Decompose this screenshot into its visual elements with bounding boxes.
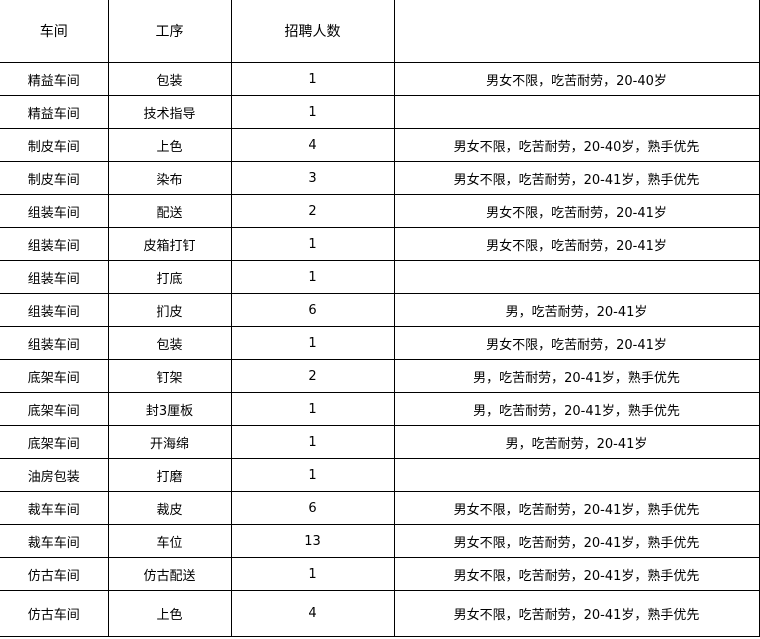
- cell-workshop: 底架车间: [0, 359, 109, 393]
- cell-workshop: 制皮车间: [0, 161, 109, 195]
- cell-workshop: 组装车间: [0, 227, 109, 261]
- cell-headcount: 1: [230, 425, 395, 459]
- cell-process: 上色: [107, 590, 232, 637]
- cell-requirements: [393, 458, 760, 492]
- cell-workshop: 裁车车间: [0, 491, 109, 525]
- cell-requirements: 男女不限，吃苦耐劳，20-41岁，熟手优先: [393, 161, 760, 195]
- cell-headcount: 2: [230, 359, 395, 393]
- table-row: 裁车车间 裁皮 6 男女不限，吃苦耐劳，20-41岁，熟手优先: [0, 491, 760, 525]
- cell-workshop: 裁车车间: [0, 524, 109, 558]
- cell-headcount: 1: [230, 62, 395, 96]
- cell-requirements: 男女不限，吃苦耐劳，20-41岁，熟手优先: [393, 491, 760, 525]
- cell-process: 打底: [107, 260, 232, 294]
- cell-headcount: 1: [230, 458, 395, 492]
- cell-process: 钉架: [107, 359, 232, 393]
- table-row: 组装车间 皮箱打钉 1 男女不限，吃苦耐劳，20-41岁: [0, 227, 760, 261]
- table-row: 组装车间 打底 1: [0, 260, 760, 294]
- table-row: 制皮车间 上色 4 男女不限，吃苦耐劳，20-40岁，熟手优先: [0, 128, 760, 162]
- cell-workshop: 仿古车间: [0, 557, 109, 591]
- table-row: 仿古车间 仿古配送 1 男女不限，吃苦耐劳，20-41岁，熟手优先: [0, 557, 760, 591]
- cell-requirements: [393, 95, 760, 129]
- cell-requirements: [393, 260, 760, 294]
- cell-process: 裁皮: [107, 491, 232, 525]
- cell-headcount: 1: [230, 392, 395, 426]
- cell-requirements: 男，吃苦耐劳，20-41岁，熟手优先: [393, 392, 760, 426]
- cell-workshop: 组装车间: [0, 260, 109, 294]
- cell-workshop: 精益车间: [0, 62, 109, 96]
- cell-headcount: 1: [230, 95, 395, 129]
- cell-headcount: 6: [230, 491, 395, 525]
- cell-process: 开海绵: [107, 425, 232, 459]
- cell-process: 封3厘板: [107, 392, 232, 426]
- cell-requirements: 男，吃苦耐劳，20-41岁: [393, 293, 760, 327]
- table-row: 油房包装 打磨 1: [0, 458, 760, 492]
- table-row: 精益车间 包装 1 男女不限，吃苦耐劳，20-40岁: [0, 62, 760, 96]
- cell-workshop: 底架车间: [0, 425, 109, 459]
- cell-workshop: 组装车间: [0, 194, 109, 228]
- cell-headcount: 4: [230, 590, 395, 637]
- cell-process: 仿古配送: [107, 557, 232, 591]
- table-row: 组装车间 配送 2 男女不限，吃苦耐劳，20-41岁: [0, 194, 760, 228]
- cell-requirements: 男女不限，吃苦耐劳，20-41岁，熟手优先: [393, 524, 760, 558]
- cell-process: 染布: [107, 161, 232, 195]
- cell-requirements: 男女不限，吃苦耐劳，20-41岁: [393, 194, 760, 228]
- cell-workshop: 组装车间: [0, 326, 109, 360]
- cell-workshop: 油房包装: [0, 458, 109, 492]
- header-workshop: 车间: [0, 0, 109, 63]
- cell-process: 上色: [107, 128, 232, 162]
- cell-headcount: 1: [230, 326, 395, 360]
- cell-process: 皮箱打钉: [107, 227, 232, 261]
- table-row: 底架车间 开海绵 1 男，吃苦耐劳，20-41岁: [0, 425, 760, 459]
- cell-headcount: 1: [230, 557, 395, 591]
- table-row: 仿古车间 上色 4 男女不限，吃苦耐劳，20-41岁，熟手优先: [0, 590, 760, 637]
- table-row: 制皮车间 染布 3 男女不限，吃苦耐劳，20-41岁，熟手优先: [0, 161, 760, 195]
- cell-requirements: 男女不限，吃苦耐劳，20-41岁: [393, 227, 760, 261]
- table-row: 底架车间 封3厘板 1 男，吃苦耐劳，20-41岁，熟手优先: [0, 392, 760, 426]
- cell-headcount: 13: [230, 524, 395, 558]
- cell-workshop: 制皮车间: [0, 128, 109, 162]
- cell-workshop: 底架车间: [0, 392, 109, 426]
- cell-requirements: 男女不限，吃苦耐劳，20-41岁: [393, 326, 760, 360]
- cell-headcount: 1: [230, 260, 395, 294]
- cell-requirements: 男，吃苦耐劳，20-41岁: [393, 425, 760, 459]
- header-row: 车间 工序 招聘人数: [0, 0, 760, 63]
- cell-process: 包装: [107, 326, 232, 360]
- cell-requirements: 男女不限，吃苦耐劳，20-40岁，熟手优先: [393, 128, 760, 162]
- table-row: 组装车间 包装 1 男女不限，吃苦耐劳，20-41岁: [0, 326, 760, 360]
- table-row: 精益车间 技术指导 1: [0, 95, 760, 129]
- header-headcount: 招聘人数: [230, 0, 395, 63]
- cell-headcount: 1: [230, 227, 395, 261]
- cell-process: 技术指导: [107, 95, 232, 129]
- cell-workshop: 精益车间: [0, 95, 109, 129]
- cell-requirements: 男，吃苦耐劳，20-41岁，熟手优先: [393, 359, 760, 393]
- header-requirements: [393, 0, 760, 63]
- table-row: 组装车间 扪皮 6 男，吃苦耐劳，20-41岁: [0, 293, 760, 327]
- cell-headcount: 6: [230, 293, 395, 327]
- cell-workshop: 组装车间: [0, 293, 109, 327]
- cell-headcount: 2: [230, 194, 395, 228]
- cell-requirements: 男女不限，吃苦耐劳，20-41岁，熟手优先: [393, 557, 760, 591]
- cell-requirements: 男女不限，吃苦耐劳，20-41岁，熟手优先: [393, 590, 760, 637]
- table-row: 底架车间 钉架 2 男，吃苦耐劳，20-41岁，熟手优先: [0, 359, 760, 393]
- cell-headcount: 3: [230, 161, 395, 195]
- cell-process: 包装: [107, 62, 232, 96]
- cell-process: 打磨: [107, 458, 232, 492]
- cell-process: 配送: [107, 194, 232, 228]
- cell-requirements: 男女不限，吃苦耐劳，20-40岁: [393, 62, 760, 96]
- table-row: 裁车车间 车位 13 男女不限，吃苦耐劳，20-41岁，熟手优先: [0, 524, 760, 558]
- cell-headcount: 4: [230, 128, 395, 162]
- cell-process: 扪皮: [107, 293, 232, 327]
- cell-process: 车位: [107, 524, 232, 558]
- header-process: 工序: [107, 0, 232, 63]
- cell-workshop: 仿古车间: [0, 590, 109, 637]
